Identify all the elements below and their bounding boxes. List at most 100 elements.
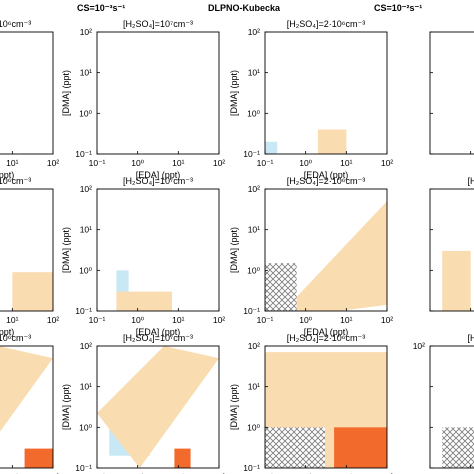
y-tick-label: 10¹ [80, 68, 92, 78]
x-axis-label: [EDA] (ppt) [0, 327, 14, 337]
panel-r3-c3: [H₂SO₄]=2·10⁶cm⁻³ 10² 10¹ 10⁰ 10⁻¹ [DMA] (ppt… [229, 333, 393, 474]
x-tick-label: 10⁻¹ [257, 315, 274, 325]
y-tick-label: 10² [80, 184, 92, 194]
y-tick-label: 10⁰ [79, 422, 92, 432]
panel-title: [H₂SO₄]=2·10⁶cm⁻³ [287, 19, 365, 29]
region-hatch-1 [265, 427, 326, 468]
x-tick-label: 10¹ [340, 158, 352, 168]
y-tick-label: 10⁻¹ [243, 463, 260, 473]
y-tick-label: 10⁰ [79, 265, 92, 275]
x-tick-label: 10¹ [172, 315, 184, 325]
header-left: CS=10⁻³s⁻¹ [77, 3, 125, 13]
axes-box [0, 31, 54, 155]
x-tick-label: 10¹ [172, 472, 184, 474]
y-axis-label: [DMA] (ppt) [229, 384, 239, 430]
y-tick-label: 10⁻¹ [243, 306, 260, 316]
axes-box [264, 188, 388, 312]
panel-title: [H₂SO₄]=10⁷cm⁻³ [123, 19, 193, 29]
y-axis-label: [DMA] (ppt) [61, 227, 71, 273]
x-tick-label: 10¹ [6, 315, 18, 325]
x-tick-label: 10⁻¹ [257, 472, 274, 474]
y-tick-label: 10⁻¹ [243, 149, 260, 159]
y-tick-label: 10² [248, 341, 260, 351]
panel-r2-c3: [H₂SO₄]=2·10⁶cm⁻³ 10² 10¹ 10⁰ 10⁻¹ [DMA] (ppt… [229, 176, 393, 337]
x-tick-label: 10¹ [340, 472, 352, 474]
x-tick-label: 10² [213, 315, 225, 325]
x-tick-label: 10⁰ [131, 158, 144, 168]
x-tick-label: 10⁰ [299, 472, 312, 474]
header-right: CS=10⁻²s⁻¹ [374, 3, 422, 13]
y-tick-label: 10⁰ [247, 108, 260, 118]
panel-title: [H₂SO₄]=2·10⁶cm⁻³ [0, 333, 31, 343]
x-tick-label: 10¹ [6, 158, 18, 168]
region-light_orange-1 [116, 291, 173, 311]
region-light_blue-0 [116, 270, 129, 292]
region-hatch-1 [265, 263, 297, 311]
panel-r1-c1: [H₂SO₄]=2·10⁶cm⁻³ 10¹ 10² [EDA] (ppt) [0, 19, 59, 180]
x-tick-label: 10² [381, 472, 393, 474]
panel-r1-c2: [H₂SO₄]=10⁷cm⁻³ 10² 10¹ 10⁰ 10⁻¹ [DMA] (ppt) 1… [61, 19, 225, 180]
x-tick-label: 10⁻¹ [89, 472, 106, 474]
y-tick-label: 10¹ [80, 382, 92, 392]
x-tick-label: 10¹ [340, 315, 352, 325]
y-axis-label: [DMA] (ppt) [61, 70, 71, 116]
panel-r3-c2: [H₂SO₄]=10⁷cm⁻³ 10² 10¹ 10⁰ 10⁻¹ [DMA] (ppt) 1… [61, 333, 225, 474]
panel-title: [H₂SO₄]=10 [468, 333, 474, 343]
region-light_orange-0 [283, 201, 387, 311]
x-tick-label: 10¹ [172, 158, 184, 168]
panel-r3-c4: [H₂SO₄]=10 10² [413, 333, 474, 469]
panel-r2-c2: [H₂SO₄]=10⁷cm⁻³ 10² 10¹ 10⁰ 10⁻¹ [DMA] (ppt) 1… [61, 176, 225, 337]
panel-title: [H₂SO₄]=2·10⁶cm⁻³ [287, 333, 365, 343]
y-tick-label: 10⁰ [247, 265, 260, 275]
y-tick-label: 10¹ [248, 382, 260, 392]
x-tick-label: 10² [47, 315, 59, 325]
region-light_orange-1 [97, 346, 219, 468]
x-tick-label: 10⁻¹ [257, 158, 274, 168]
y-tick-label: 10⁰ [79, 108, 92, 118]
region-dark_orange-2 [174, 448, 191, 468]
panel-r2-c4: [H₂SO₄]=10 [429, 176, 474, 312]
y-axis-label: [DMA] (ppt) [229, 70, 239, 116]
x-tick-label: 10² [47, 158, 59, 168]
axes-box [429, 188, 474, 312]
x-tick-label: 10² [213, 158, 225, 168]
y-tick-label: 10¹ [248, 68, 260, 78]
region-dark_orange-2 [24, 448, 53, 468]
x-tick-label: 10⁰ [131, 472, 144, 474]
region-light_orange-1 [12, 272, 54, 311]
axes-box [0, 345, 54, 469]
panel-title: [H₂SO₄]=10 [468, 176, 474, 186]
axes-box [429, 345, 474, 469]
axes-box [429, 31, 474, 155]
y-tick-label: 10² [248, 27, 260, 37]
x-tick-label: 10² [381, 158, 393, 168]
x-tick-label: 10⁰ [299, 158, 312, 168]
x-tick-label: 10¹ [6, 472, 18, 474]
region-light_blue-0 [265, 141, 278, 154]
x-tick-label: 10⁻¹ [89, 315, 106, 325]
y-tick-label: 10⁰ [247, 422, 260, 432]
axes-box [264, 345, 388, 469]
y-tick-label: 10² [248, 184, 260, 194]
x-axis-label: [EDA] (ppt) [136, 170, 181, 180]
panel-title: [H₂SO₄]=2·10⁶cm⁻³ [287, 176, 365, 186]
y-tick-label: 10¹ [80, 225, 92, 235]
x-tick-label: 10⁰ [299, 315, 312, 325]
panel-title: [H₂SO₄]=10⁷cm⁻³ [123, 333, 193, 343]
x-axis-label: [EDA] (ppt) [136, 327, 181, 337]
panel-r2-c1: [H₂SO₄]=2·10⁶cm⁻³ 10¹ 10² [EDA] (ppt) [0, 176, 59, 337]
x-tick-label: 10⁰ [131, 315, 144, 325]
region-light_orange-0 [442, 250, 471, 311]
region-light_orange-1 [317, 129, 347, 154]
y-tick-label: 10² [413, 341, 425, 351]
x-tick-label: 10⁻¹ [89, 158, 106, 168]
panel-r1-c4 [429, 31, 474, 155]
axes-box [96, 345, 220, 469]
x-axis-label: [EDA] (ppt) [0, 170, 14, 180]
region-hatch-0 [442, 427, 474, 468]
axes-box [0, 188, 54, 312]
y-tick-label: 10⁻¹ [75, 306, 92, 316]
y-tick-label: 10¹ [248, 225, 260, 235]
